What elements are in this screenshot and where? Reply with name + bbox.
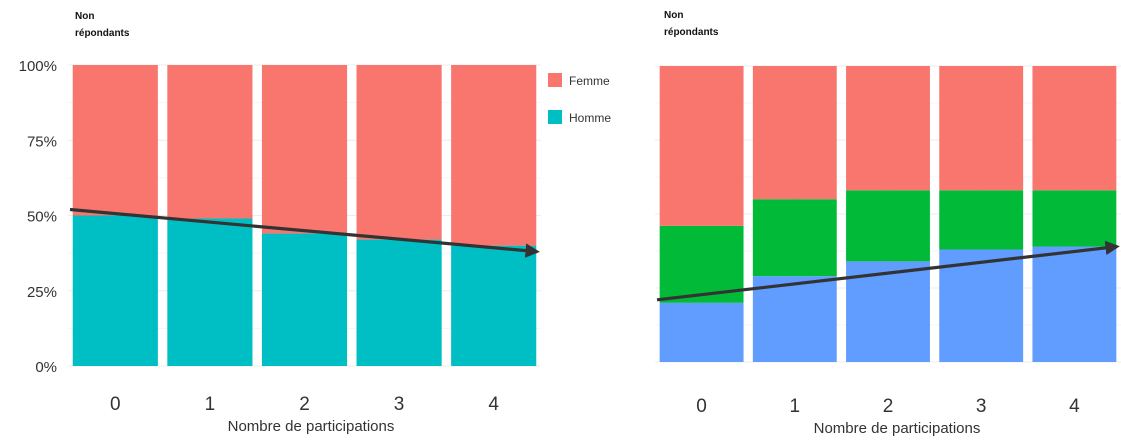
legend-label-homme: Homme <box>569 111 611 125</box>
right-header-line-2: répondants <box>664 27 719 38</box>
x-tick-label: 0 <box>696 396 707 417</box>
legend: Femme Homme <box>548 73 611 125</box>
bar-segment-left-0-0 <box>72 215 158 366</box>
y-tick-label: 75% <box>27 133 57 150</box>
bar-segment-left-0-1 <box>167 218 253 366</box>
bar-segment-right-0-3 <box>939 249 1024 362</box>
y-tick-label: 50% <box>27 209 57 226</box>
bar-segment-right-1-1 <box>752 199 837 277</box>
right-panel: Non répondants 0 1 2 3 4 Nombre de participa… <box>655 10 1121 437</box>
left-header-line-2: répondants <box>75 28 130 39</box>
x-tick-label: 0 <box>110 394 121 415</box>
bar-segment-right-2-3 <box>939 66 1024 191</box>
right-x-axis-title: Nombre de participations <box>814 420 981 437</box>
bar-segment-right-2-0 <box>659 66 744 226</box>
x-tick-label: 4 <box>1069 396 1080 417</box>
bar-segment-right-1-4 <box>1032 190 1117 247</box>
x-tick-label: 1 <box>205 394 216 415</box>
right-x-tick-labels: 0 1 2 3 4 <box>696 396 1080 417</box>
left-panel: Non répondants 0% 25% 50% 75% 100% 0 1 2 3 4 Nom… <box>19 11 612 435</box>
x-tick-label: 2 <box>299 394 310 415</box>
left-bars <box>72 65 537 366</box>
bar-segment-right-0-4 <box>1032 246 1117 362</box>
x-tick-label: 3 <box>976 396 987 417</box>
left-x-axis-title: Nombre de participations <box>228 418 395 435</box>
left-x-tick-labels: 0 1 2 3 4 <box>110 394 499 415</box>
x-tick-label: 3 <box>394 394 405 415</box>
legend-label-femme: Femme <box>569 74 610 88</box>
x-tick-label: 1 <box>790 396 801 417</box>
bar-segment-right-0-1 <box>752 276 837 362</box>
bar-segment-left-1-2 <box>261 65 348 234</box>
bar-segment-left-0-3 <box>356 239 442 366</box>
bar-segment-right-0-0 <box>659 302 744 362</box>
right-header-line-1: Non <box>664 10 683 21</box>
bar-segment-right-0-2 <box>846 261 930 362</box>
right-bars <box>659 66 1117 362</box>
y-tick-label: 0% <box>35 359 57 376</box>
bar-segment-right-1-3 <box>939 190 1024 250</box>
bar-segment-right-2-1 <box>752 66 837 200</box>
left-header-line-1: Non <box>75 11 94 22</box>
bar-segment-left-0-2 <box>261 233 348 366</box>
y-tick-label: 100% <box>19 58 57 75</box>
right-trend-arrow <box>656 240 1120 302</box>
bar-segment-right-2-4 <box>1032 66 1117 191</box>
bar-segment-left-1-3 <box>356 65 442 240</box>
legend-key-homme <box>548 110 562 124</box>
bar-segment-left-0-4 <box>451 245 537 366</box>
bar-segment-right-1-2 <box>846 190 930 262</box>
x-tick-label: 4 <box>488 394 499 415</box>
bar-segment-left-1-1 <box>167 65 253 219</box>
y-tick-label: 25% <box>27 284 57 301</box>
bar-segment-left-1-4 <box>451 65 537 246</box>
left-y-tick-labels: 0% 25% 50% 75% 100% <box>19 58 57 376</box>
legend-key-femme <box>548 73 562 87</box>
x-tick-label: 2 <box>883 396 894 417</box>
bar-segment-right-2-2 <box>846 66 930 191</box>
left-trend-arrow <box>69 207 540 258</box>
bar-segment-left-1-0 <box>72 65 158 216</box>
